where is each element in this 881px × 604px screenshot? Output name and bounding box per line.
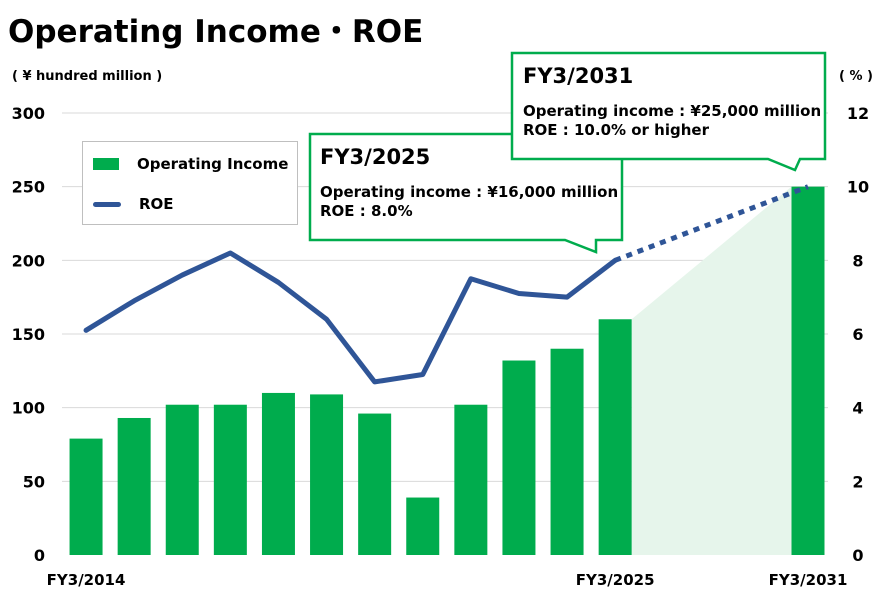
bar-operating-income (310, 394, 344, 555)
callout-fy2031-roe: ROE : 10.0% or higher (523, 121, 709, 139)
callout-fy2031-box (510, 51, 827, 172)
bar-operating-income (406, 497, 440, 555)
bar-operating-income (502, 360, 536, 555)
right-axis-tick-label: 2 (852, 472, 863, 491)
left-axis-tick-label: 150 (12, 325, 45, 344)
callout-fy2025-roe: ROE : 8.0% (320, 202, 413, 220)
left-axis-tick-label: 50 (23, 472, 45, 491)
left-axis-tick-label: 250 (12, 178, 45, 197)
legend-line-swatch (93, 201, 121, 207)
roe-line-projection (614, 184, 809, 263)
chart-title: Operating Income・ROE (8, 14, 424, 50)
x-axis-tick-label: FY3/2014 (47, 571, 126, 589)
right-axis-tick-label: 12 (847, 104, 869, 123)
legend-item-roe: ROE (93, 195, 174, 213)
left-axis-tick-label: 0 (34, 546, 45, 565)
bar-operating-income (261, 392, 295, 555)
legend-label-operating-income: Operating Income (137, 155, 289, 173)
right-axis-tick-label: 6 (852, 325, 863, 344)
callout-fy2031-text: FY3/2031 Operating income : ¥25,000 mill… (523, 64, 821, 140)
projection-shade (631, 186, 792, 555)
right-axis-tick-label: 10 (847, 178, 869, 197)
right-axis-tick-label: 0 (852, 546, 863, 565)
callout-fy2031-heading: FY3/2031 (523, 64, 634, 88)
callout-fy2031-income: Operating income : ¥25,000 million (523, 102, 822, 120)
legend-item-operating-income: Operating Income (93, 155, 288, 173)
right-axis-tick-label: 4 (852, 399, 863, 418)
legend-label-roe: ROE (139, 195, 174, 213)
bar-operating-income (165, 404, 199, 555)
left-axis-tick-label: 300 (12, 104, 45, 123)
left-axis-tick-label: 200 (12, 251, 45, 270)
bar-operating-income (69, 438, 103, 555)
bar-operating-income (598, 319, 632, 555)
bar-operating-income (791, 186, 825, 555)
callout-fy2025-heading: FY3/2025 (320, 145, 431, 169)
bar-operating-income (213, 404, 247, 555)
x-axis-tick-label: FY3/2025 (576, 571, 655, 589)
right-axis-unit: ( % ) (839, 69, 873, 84)
callout-fy2025-text: FY3/2025 Operating income : ¥16,000 mill… (320, 145, 618, 221)
left-axis-tick-label: 100 (12, 399, 45, 418)
bar-operating-income (117, 417, 151, 555)
legend-bar-swatch (93, 158, 119, 170)
bar-operating-income (550, 348, 584, 555)
bar-operating-income (358, 413, 392, 555)
callout-fy2025-income: Operating income : ¥16,000 million (320, 183, 619, 201)
chart-legend: Operating Income ROE (82, 141, 298, 225)
right-axis-tick-label: 8 (852, 251, 863, 270)
bar-operating-income (454, 404, 488, 555)
roe-line (83, 250, 618, 385)
x-axis-tick-label: FY3/2031 (769, 571, 848, 589)
left-axis-unit: ( ¥ hundred million ) (12, 69, 163, 84)
